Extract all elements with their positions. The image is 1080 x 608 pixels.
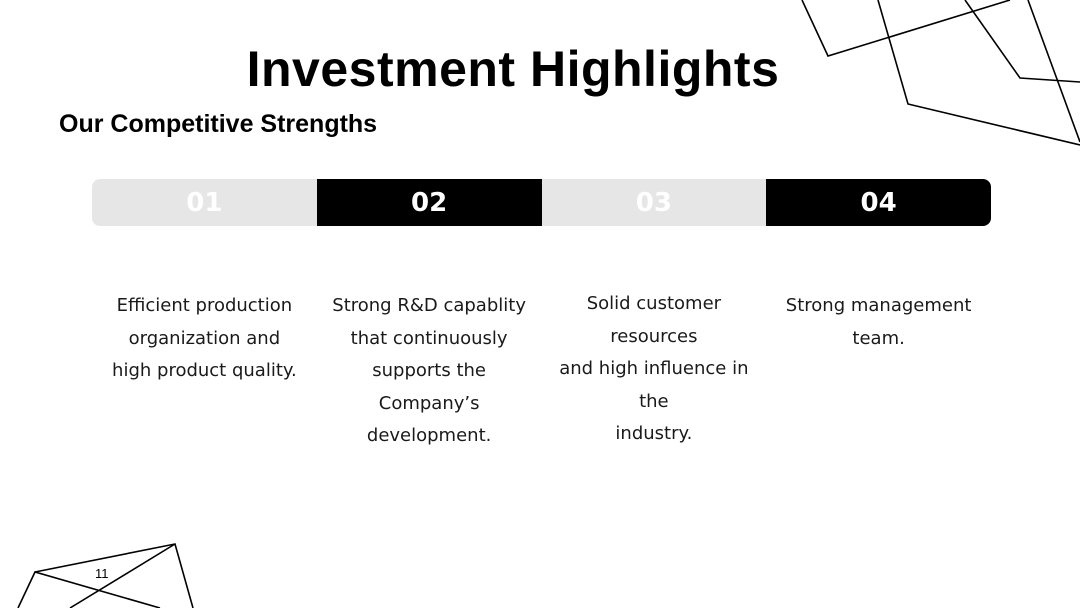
text-line: Company’s [378,392,480,414]
tab-01: 01 [92,179,317,226]
tab-04: 04 [766,179,991,226]
strength-column-2: Strong R&D capablity that continuously s… [317,290,542,453]
text-line: that continuously [350,327,508,349]
strength-column-3: Solid customer resources and high influe… [542,290,767,453]
text-line: supports the [372,360,486,381]
text-line: Strong management [785,295,972,316]
bottom-left-line-1 [34,543,194,608]
text-line: high product quality. [112,360,297,381]
tab-02: 02 [316,179,542,226]
text-line: industry. [615,423,693,444]
strength-text-4: Strong management team. [779,290,979,453]
strength-text-1: Efficient production organization and hi… [104,290,304,453]
strength-descriptions: Efficient production organization and hi… [92,290,991,453]
tab-03: 03 [541,179,767,226]
strength-text-3: Solid customer resources and high influe… [542,288,766,453]
strength-number-bar: 01 02 03 04 [92,179,991,226]
top-right-line-4 [1027,0,1080,143]
strength-column-4: Strong management team. [766,290,991,453]
text-line: organization and [128,327,281,349]
section-subtitle: Our Competitive Strengths [59,110,378,138]
bottom-left-line-3 [69,543,176,608]
text-line: Solid customer resources [586,293,722,347]
text-line: Efficient production [116,295,293,316]
text-line: and high influence in the [559,358,749,412]
text-line: Strong R&D capablity [332,295,526,316]
page-title: Investment Highlights [246,41,780,97]
page-number: 11 [95,566,109,581]
text-line: development. [366,425,492,446]
text-line: team. [852,327,905,349]
strength-text-2: Strong R&D capablity that continuously s… [331,290,527,453]
strength-column-1: Efficient production organization and hi… [92,290,317,453]
bottom-left-line-2 [17,571,161,608]
